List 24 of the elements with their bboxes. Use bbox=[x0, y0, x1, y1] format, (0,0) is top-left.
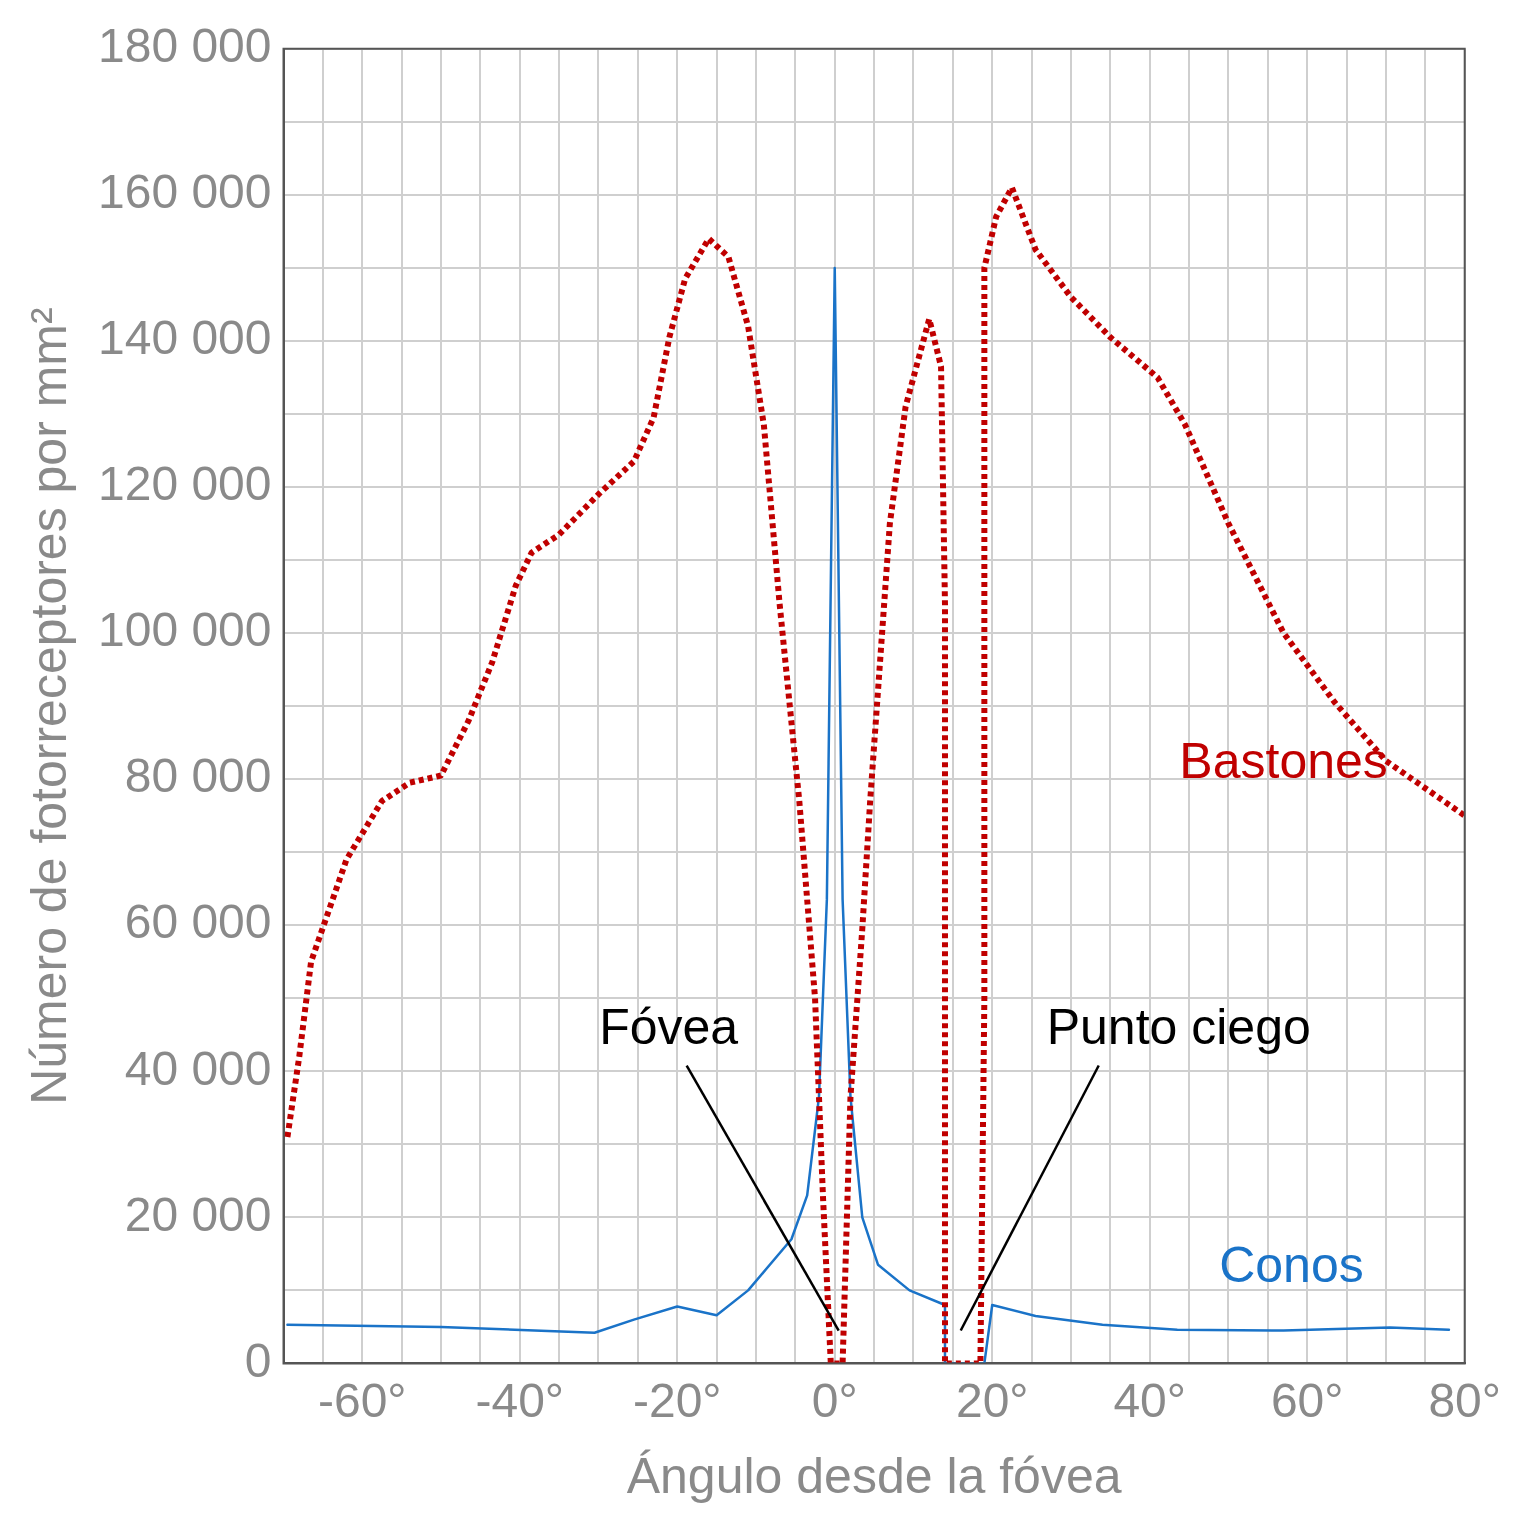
x-axis-title: Ángulo desde la fóvea bbox=[626, 1447, 1122, 1504]
x-tick-label: -60° bbox=[317, 1374, 407, 1428]
y-tick-label: 20 000 bbox=[124, 1187, 272, 1241]
x-tick-label: 0° bbox=[811, 1374, 858, 1428]
y-tick-label: 140 000 bbox=[97, 311, 272, 365]
series-label: Bastones bbox=[1179, 733, 1388, 790]
y-tick-label: 60 000 bbox=[124, 895, 272, 949]
y-tick-label: 40 000 bbox=[124, 1041, 272, 1095]
series-label: Conos bbox=[1219, 1237, 1364, 1294]
y-tick-label: 0 bbox=[244, 1333, 272, 1387]
x-tick-label: 40° bbox=[1113, 1374, 1187, 1428]
y-axis-title: Número de fotorreceptores por mm² bbox=[20, 307, 77, 1105]
y-tick-label: 100 000 bbox=[97, 603, 272, 657]
y-tick-label: 160 000 bbox=[97, 165, 272, 219]
annotation: Punto ciego bbox=[1046, 999, 1311, 1056]
y-tick-label: 180 000 bbox=[97, 19, 272, 73]
x-tick-label: -20° bbox=[632, 1374, 722, 1428]
annotation: Fóvea bbox=[599, 999, 739, 1056]
y-tick-label: 120 000 bbox=[97, 457, 272, 511]
x-tick-label: -40° bbox=[475, 1374, 565, 1428]
x-tick-label: 80° bbox=[1428, 1374, 1501, 1428]
y-tick-label: 80 000 bbox=[124, 749, 272, 803]
x-tick-label: 60° bbox=[1270, 1374, 1344, 1428]
x-tick-label: 20° bbox=[955, 1374, 1029, 1428]
